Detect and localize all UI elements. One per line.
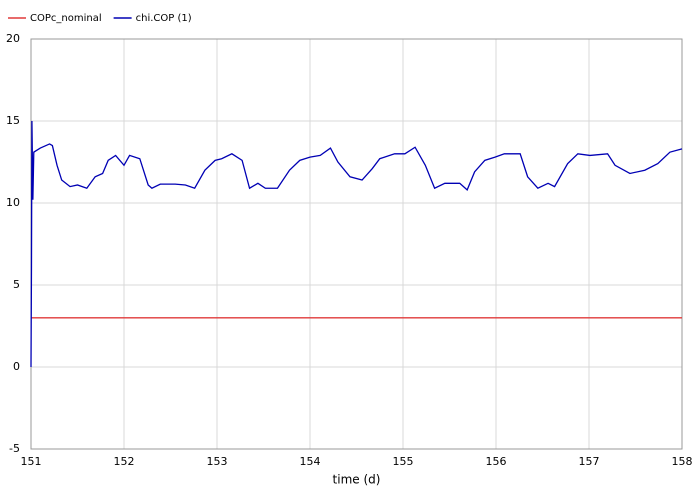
y-tick-label: 20 [6, 32, 20, 45]
x-tick-label: 155 [393, 455, 414, 468]
y-tick-label: 15 [6, 114, 20, 127]
y-tick-label: 5 [13, 278, 20, 291]
data-line [30, 120, 683, 368]
x-tick-label: 154 [300, 455, 321, 468]
x-tick-label: 151 [21, 455, 42, 468]
x-axis-label: time (d) [333, 473, 381, 487]
x-tick-label: 152 [114, 455, 135, 468]
x-tick-label: 157 [579, 455, 600, 468]
x-tick-label: 158 [672, 455, 693, 468]
y-tick-label: 0 [13, 360, 20, 373]
legend-label: COPc_nominal [30, 13, 102, 24]
y-tick-label: 10 [6, 196, 20, 209]
x-tick-label: 156 [486, 455, 507, 468]
plot-frame [30, 38, 683, 450]
y-tick-label: -5 [9, 442, 20, 455]
legend-label: chi.COP (1) [136, 13, 192, 24]
x-tick-label: 153 [207, 455, 228, 468]
